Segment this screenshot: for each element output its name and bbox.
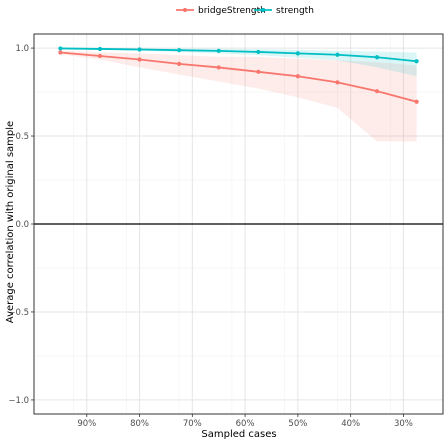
data-point-strength [58,46,63,51]
data-point-bridgeStrength [216,65,221,70]
data-point-bridgeStrength [137,57,142,62]
data-point-bridgeStrength [414,99,419,104]
series-line-strength [60,47,417,63]
data-point-bridgeStrength [97,53,103,59]
data-point-bridgeStrength [335,80,340,85]
series-band-bridgeStrength [60,50,417,142]
data-point-bridgeStrength [295,74,300,79]
legend-key-point [182,7,188,13]
x-tick-label: 40% [341,419,360,429]
data-point-bridgeStrength [374,89,380,94]
plot-border [33,33,444,415]
y-tick-label: 1.0 [15,44,29,54]
x-tick-label: 80% [130,419,149,429]
y-tick-label: −1.0 [8,396,29,406]
data-point-strength [216,48,221,53]
data-point-bridgeStrength [58,50,63,55]
y-tick-label: 0.5 [15,132,29,142]
x-tick-label: 70% [183,419,202,429]
legend-key-point [260,7,266,13]
data-point-strength [177,48,182,53]
x-axis-title: Sampled cases [201,429,276,440]
data-point-bridgeStrength [256,69,261,74]
x-tick-label: 90% [77,419,96,429]
legend-label: bridgeStrength [198,6,266,16]
y-tick-label: −0.5 [8,308,29,318]
data-point-strength [295,51,300,56]
y-axis-title: Average correlation with original sample [5,121,16,323]
data-point-strength [414,59,419,64]
x-tick-label: 60% [236,419,255,429]
data-point-strength [374,55,380,60]
x-tick-label: 50% [288,419,307,429]
data-point-bridgeStrength [177,61,182,67]
x-tick-label: 30% [394,419,413,429]
plot-area: 90% 80% 70% 60% 50% 40% 30% 1.0 0.5 0.0 −0.5 −1.0 [8,33,444,429]
data-point-strength [137,47,142,52]
legend: bridgeStrength strength [176,6,314,16]
y-tick-label: 0.0 [15,220,29,230]
data-point-strength [335,52,340,57]
series-line-bridgeStrength [60,51,417,103]
data-point-strength [256,49,261,55]
data-point-strength [97,46,103,52]
legend-label: strength [276,6,314,16]
